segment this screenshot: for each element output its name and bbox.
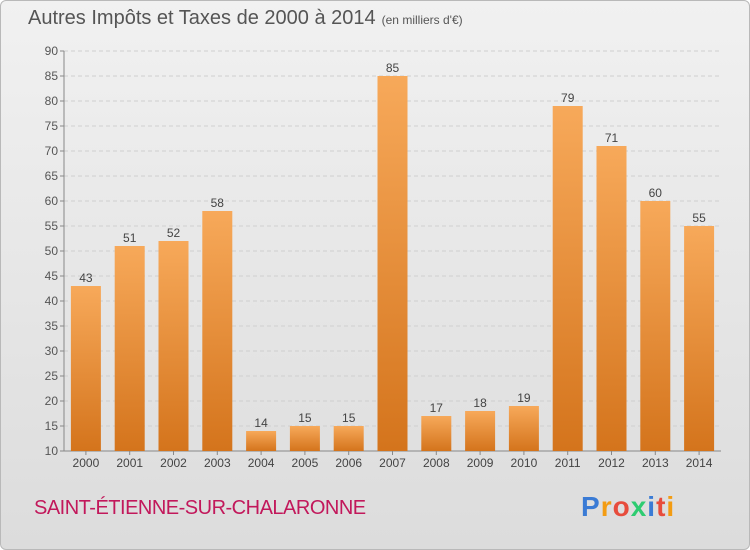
bar [202,211,233,451]
bar [465,411,496,451]
y-tick-label: 10 [45,444,59,458]
logo-letter: P [581,491,601,522]
data-label: 15 [342,411,356,425]
y-tick-label: 35 [45,319,59,333]
x-tick-label: 2006 [335,456,362,470]
x-tick-label: 2005 [292,456,319,470]
x-tick-label: 2000 [73,456,100,470]
logo-letter: i [666,491,676,522]
chart-title-text: Autres Impôts et Taxes de 2000 à 2014 [28,7,376,29]
bar [508,406,539,451]
y-tick-label: 90 [45,44,59,58]
data-label: 18 [473,396,487,410]
data-label: 43 [79,271,93,285]
proxiti-logo: Proxiti [581,491,675,523]
y-tick-label: 25 [45,369,59,383]
x-tick-label: 2009 [467,456,494,470]
commune-name: SAINT-ÉTIENNE-SUR-CHALARONNE [34,497,366,519]
data-label: 60 [649,186,663,200]
data-label: 58 [211,196,225,210]
data-label: 15 [298,411,312,425]
y-tick-label: 15 [45,419,59,433]
bar [333,426,364,451]
data-label: 51 [123,231,137,245]
logo-letter: i [647,491,657,522]
y-tick-label: 85 [45,69,59,83]
bar [70,286,101,451]
data-label: 85 [386,61,400,75]
y-tick-label: 70 [45,144,59,158]
y-tick-label: 75 [45,119,59,133]
data-label: 52 [167,226,181,240]
bar [421,416,452,451]
y-tick-label: 50 [45,244,59,258]
bar [114,246,145,451]
logo-letter: t [656,491,667,522]
bar [246,431,277,451]
y-tick-label: 40 [45,294,59,308]
data-label: 55 [692,211,706,225]
bar [289,426,320,451]
x-tick-label: 2013 [642,456,669,470]
bar [596,146,627,451]
x-tick-label: 2012 [598,456,625,470]
logo-letter: r [600,491,613,522]
x-tick-label: 2003 [204,456,231,470]
chart-title: Autres Impôts et Taxes de 2000 à 2014 (en… [28,7,463,30]
x-tick-label: 2011 [555,456,581,470]
x-tick-label: 2001 [116,456,143,470]
x-tick-label: 2014 [686,456,713,470]
x-tick-label: 2008 [423,456,450,470]
data-label: 14 [254,416,268,430]
bar [158,241,189,451]
bar [552,106,583,451]
data-label: 71 [605,131,619,145]
data-label: 79 [561,91,575,105]
y-tick-label: 55 [45,219,59,233]
y-tick-label: 80 [45,94,59,108]
bar [377,76,408,451]
logo-letter: o [612,491,631,522]
y-tick-label: 20 [45,394,59,408]
y-tick-label: 30 [45,344,59,358]
x-tick-label: 2004 [248,456,275,470]
data-label: 19 [517,391,531,405]
chart-unit: (en milliers d'€) [381,13,463,27]
x-tick-label: 2007 [379,456,406,470]
x-tick-label: 2010 [511,456,538,470]
bar [684,226,715,451]
y-tick-label: 65 [45,169,59,183]
logo-letter: x [630,491,648,522]
y-tick-label: 60 [45,194,59,208]
y-tick-label: 45 [45,269,59,283]
data-label: 17 [430,401,444,415]
x-tick-label: 2002 [160,456,187,470]
bar [640,201,671,451]
